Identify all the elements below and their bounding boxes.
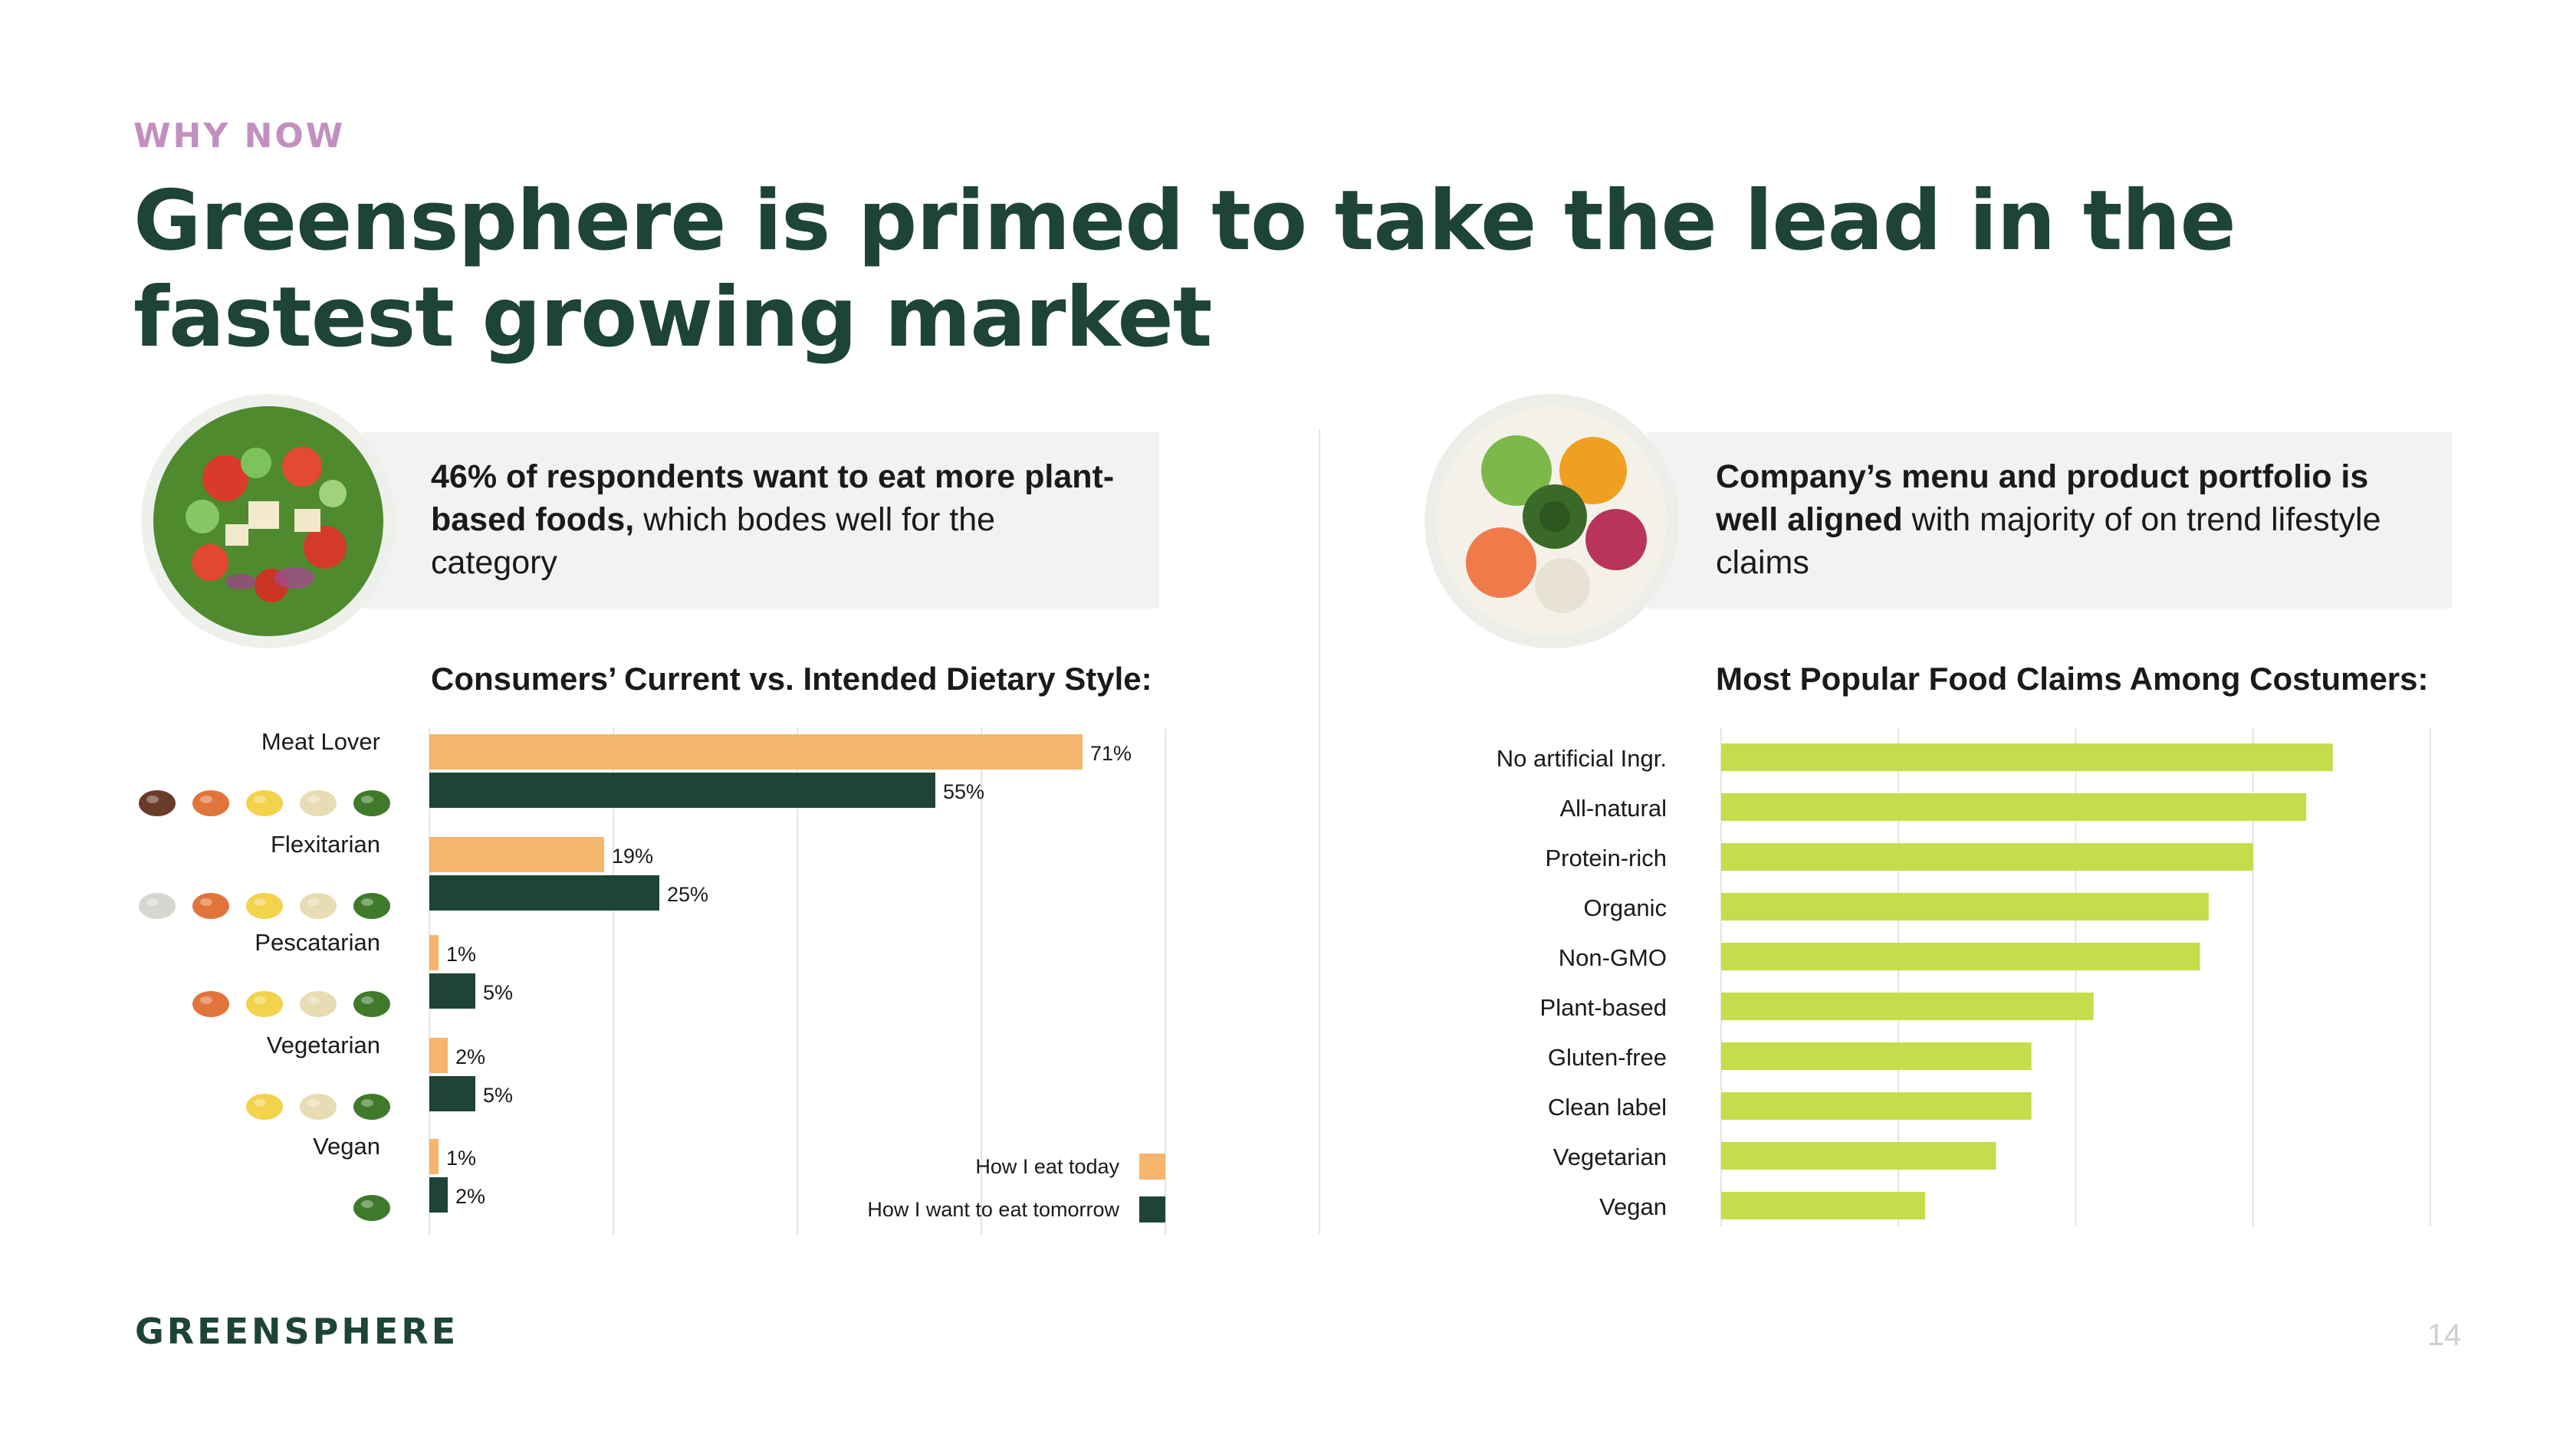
left-category-label: Vegetarian [267,1032,380,1058]
page-number: 14 [2427,1318,2462,1352]
left-bar [429,973,475,1009]
right-callout-box: Company’s menu and product portfolio is … [1647,432,2452,609]
left-bar-value-label: 5% [483,1084,513,1107]
left-bar-value-label: 25% [667,883,708,906]
left-bar [429,1076,475,1111]
page-title: Greensphere is primed to take the lead i… [133,173,2236,366]
claim-category-label: Vegetarian [1553,1144,1667,1170]
claim-category-label: Organic [1583,894,1667,921]
claim-bar [1721,893,2209,921]
legend-label: How I want to eat tomorrow [867,1198,1119,1221]
egg-icon [246,790,283,816]
left-bar [429,875,659,911]
food-claims-chart: No artificial Ingr. All-natural Protein-ri… [1497,728,2431,1226]
left-chart-title: Consumers’ Current vs. Intended Dietary … [431,661,1152,697]
left-bar [429,1038,448,1073]
vegetable-icon [353,1195,390,1221]
dairy-icon [300,991,337,1017]
shrimp-icon [192,991,229,1017]
left-callout-rest: which bodes well for the category [431,501,996,581]
vegetable-icon [353,1094,390,1120]
left-callout-text: 46% of respondents want to eat more plan… [431,455,1121,584]
claim-category-label: All-natural [1559,795,1667,822]
salad-bowl-image [141,394,396,648]
claim-category-label: Plant-based [1540,994,1667,1021]
dairy-icon [300,1094,337,1120]
claim-category-label: Vegan [1599,1193,1667,1220]
claim-bar [1721,1092,2032,1120]
panel-divider [1319,429,1320,1234]
left-bar-value-label: 1% [446,1147,476,1170]
left-bar [429,1177,448,1213]
left-bar-value-label: 71% [1090,742,1132,765]
legend-swatch [1139,1196,1165,1222]
claim-bar [1721,743,2333,771]
claim-bar [1721,793,2307,821]
left-category-label: Flexitarian [271,831,380,858]
shrimp-icon [192,790,229,816]
dietary-style-chart: Meat Lover 71% 55% Flexitarian 19% 25% Pescata… [139,728,1166,1234]
claim-bar [1721,943,2200,970]
left-category-label: Meat Lover [261,728,380,755]
claim-category-label: No artificial Ingr. [1497,745,1667,772]
left-bar [429,837,604,872]
eyebrow-label: WHY NOW [133,117,346,156]
left-bar-value-label: 19% [612,845,653,868]
claim-category-label: Gluten-free [1548,1044,1667,1071]
left-bar-value-label: 2% [455,1185,485,1208]
left-bar-value-label: 1% [446,943,476,966]
tofu-icon [139,893,176,919]
egg-icon [246,991,283,1017]
egg-icon [246,893,283,919]
right-callout-bold: Company’s menu and product portfolio is … [1716,458,2369,538]
dairy-icon [300,893,337,919]
claim-bar [1721,1142,1996,1170]
left-bar-value-label: 5% [483,981,513,1004]
vegetable-icon [353,893,390,919]
claim-category-label: Non-GMO [1559,944,1667,971]
left-category-label: Vegan [313,1133,380,1160]
legend-swatch [1139,1154,1165,1180]
claim-bar [1721,1042,2032,1070]
left-bar [429,734,1083,770]
egg-icon [246,1094,283,1120]
left-callout-box: 46% of respondents want to eat more plan… [362,432,1159,609]
left-bar [429,1139,439,1174]
dairy-icon [300,790,337,816]
left-category-label: Pescatarian [255,929,380,956]
left-bar [429,773,935,808]
left-bar-value-label: 55% [943,780,984,803]
right-chart-title: Most Popular Food Claims Among Costumers… [1716,661,2429,697]
brand-logo-text: GREENSPHERE [135,1311,459,1352]
poke-bowl-image [1424,394,1679,648]
right-callout-text: Company’s menu and product portfolio is … [1716,455,2406,584]
claim-bar [1721,993,2094,1020]
claim-category-label: Protein-rich [1546,845,1668,871]
steak-icon [139,790,176,816]
claim-category-label: Clean label [1548,1094,1667,1121]
claim-bar [1721,843,2253,871]
left-callout-bold: 46% of respondents want to eat more plan… [431,458,1115,538]
shrimp-icon [192,893,229,919]
legend-label: How I eat today [975,1155,1119,1178]
left-bar-value-label: 2% [455,1045,485,1068]
claim-bar [1721,1192,1925,1219]
right-callout-rest: with majority of on trend lifestyle clai… [1716,501,2381,581]
vegetable-icon [353,790,390,816]
left-bar [429,935,439,970]
vegetable-icon [353,991,390,1017]
